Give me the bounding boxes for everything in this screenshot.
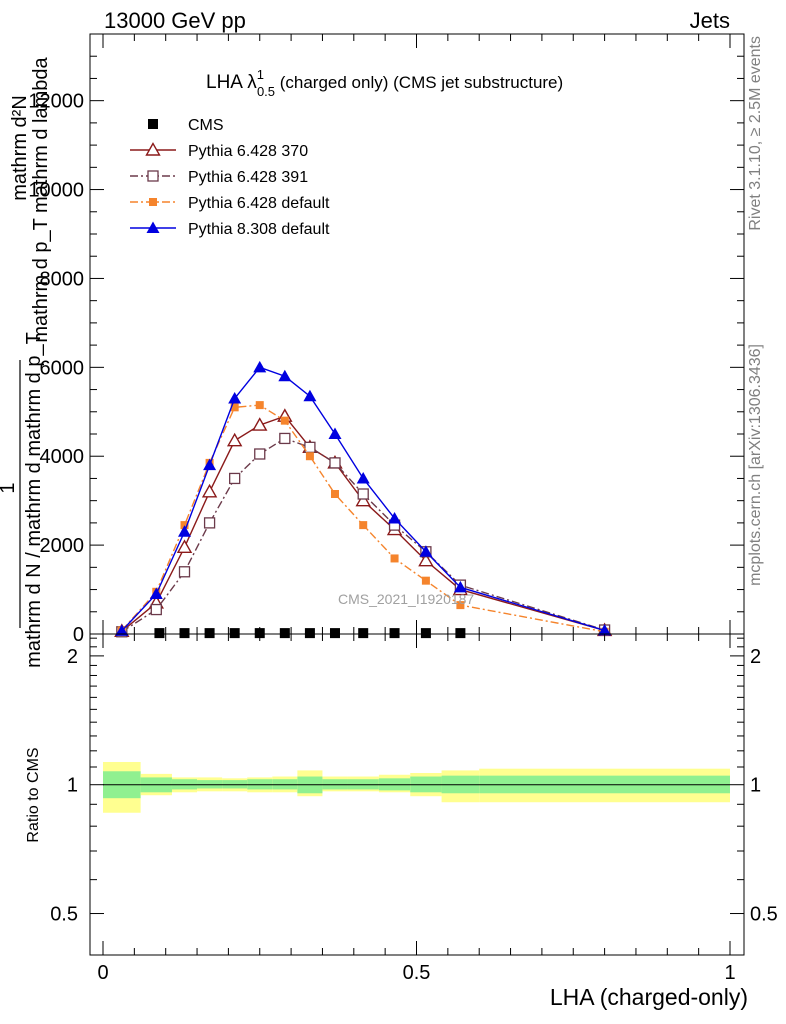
data-point: [359, 521, 368, 530]
data-point: [230, 403, 239, 412]
series-line: [121, 404, 605, 633]
data-point: [328, 427, 342, 439]
legend-label: Pythia 6.428 default: [188, 195, 330, 212]
data-point: [279, 628, 290, 639]
data-point: [204, 628, 215, 639]
header-process: 13000 GeV pp: [104, 8, 246, 33]
data-point: [303, 389, 317, 402]
ratio-y-tick-label: 0.5: [50, 904, 78, 926]
data-point: [254, 628, 265, 639]
y-tick-label: 10000: [28, 180, 84, 202]
data-point: [304, 628, 315, 639]
chart-title: LHA λ1 0.5 (charged only) (CMS jet substr…: [206, 67, 563, 99]
legend-label: Pythia 6.428 370: [188, 143, 308, 160]
data-point: [229, 628, 240, 639]
data-point: [304, 441, 316, 453]
legend: CMS Pythia 6.428 370 Pythia 6.428 391 Pythi…: [130, 117, 330, 238]
data-point: [178, 525, 192, 537]
data-point: [356, 471, 370, 484]
analysis-watermark: CMS_2021_I1920187: [338, 591, 474, 607]
y-tick-label: 2000: [40, 535, 85, 557]
data-point: [421, 576, 430, 585]
data-point: [255, 401, 264, 410]
data-point: [253, 360, 267, 373]
legend-label: Pythia 8.308 default: [188, 221, 330, 238]
series-0: [154, 628, 466, 639]
data-point: [455, 628, 466, 639]
data-point: [179, 628, 190, 639]
data-point: [203, 458, 217, 471]
data-point: [358, 628, 369, 639]
data-point: [389, 628, 400, 639]
data-point: [201, 483, 218, 498]
data-point: [418, 552, 434, 567]
data-point: [176, 539, 193, 554]
data-point: [355, 492, 371, 507]
main-plot: 0 2000 4000 6000 8000 10000 12000 LHA λ1 0.5 (ch…: [28, 33, 745, 646]
legend-marker: [146, 221, 160, 233]
y-label-prefactor-den: mathrm d N / mathrm d mathrm d p_T: [23, 332, 45, 668]
x-tick-label: 0.5: [403, 962, 431, 984]
x-tick-label: 1: [724, 962, 735, 984]
ratio-plot: 0 0.5 1 0.5 0.5 1 1 2 2: [50, 633, 778, 984]
mcplots-credit-label: mcplots.cern.ch [arXiv:1306.3436]: [747, 344, 764, 586]
data-point: [150, 603, 162, 616]
x-axis-label: LHA (charged-only): [549, 984, 748, 1010]
legend-marker: [149, 198, 157, 206]
ratio-y-tick-label-right: 0.5: [750, 904, 778, 926]
y-label-denominator: mathrm d p_T mathrm d lambda: [30, 56, 52, 342]
data-point: [329, 457, 341, 469]
data-point: [154, 628, 165, 639]
header-category: Jets: [689, 8, 730, 33]
x-tick-label: 0: [97, 962, 108, 984]
legend-marker: [145, 142, 161, 156]
y-tick-label: 12000: [28, 91, 84, 113]
data-point: [305, 452, 314, 461]
data-point: [390, 554, 399, 563]
series-line: [121, 366, 605, 632]
data-point: [453, 580, 467, 593]
legend-label: Pythia 6.428 391: [188, 169, 308, 186]
data-point: [279, 432, 291, 445]
ratio-y-tick-label-right: 1: [750, 775, 761, 797]
data-point: [115, 624, 129, 636]
data-point: [419, 545, 433, 557]
y-tick-label: 8000: [40, 268, 85, 290]
data-point: [180, 521, 189, 530]
y-label-prefactor-num: 1: [0, 482, 19, 493]
data-point: [149, 587, 163, 599]
data-point: [330, 490, 339, 498]
ratio-y-tick-label-right: 2: [750, 646, 761, 668]
data-point: [456, 601, 465, 610]
legend-marker: [148, 119, 158, 129]
data-point: [598, 623, 612, 636]
data-point: [228, 391, 242, 404]
data-point: [252, 417, 268, 431]
series-4: [115, 360, 612, 636]
y-tick-label: 4000: [40, 446, 85, 468]
data-point: [420, 628, 431, 639]
data-point: [278, 369, 292, 382]
ratio-y-label: Ratio to CMS: [25, 747, 42, 842]
data-point: [178, 566, 191, 578]
ratio-y-tick-label: 2: [67, 646, 78, 668]
data-point: [229, 472, 241, 485]
ratio-y-tick-label: 1: [67, 775, 78, 797]
legend-label: CMS: [188, 117, 224, 134]
data-point: [203, 517, 216, 529]
data-point: [226, 432, 243, 447]
y-label-numerator: mathrm d²N: [9, 95, 31, 201]
data-point: [329, 628, 340, 639]
legend-marker: [147, 170, 159, 182]
rivet-version-label: Rivet 3.1.10, ≥ 2.5M events: [747, 36, 764, 231]
data-point: [388, 511, 402, 524]
data-point: [357, 488, 369, 500]
data-point: [280, 416, 289, 425]
data-point: [254, 448, 266, 460]
y-tick-label: 0: [73, 624, 84, 646]
y-tick-label: 6000: [40, 357, 85, 379]
